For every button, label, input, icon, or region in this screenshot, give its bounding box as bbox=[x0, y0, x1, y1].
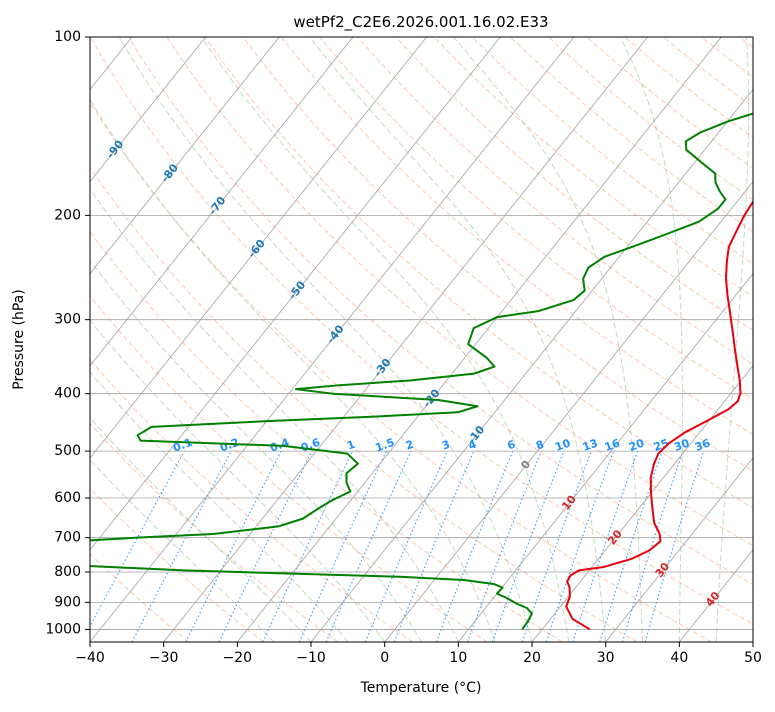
mixing-ratio-line bbox=[325, 450, 412, 642]
dry-adiabat-line bbox=[242, 37, 753, 472]
isotherm-line bbox=[163, 37, 648, 642]
mixing-ratio-label: 8 bbox=[534, 438, 546, 453]
mixing-ratio-label: 1 bbox=[345, 438, 357, 453]
mixing-ratio-line bbox=[545, 450, 614, 642]
mixing-ratio-line bbox=[435, 450, 514, 642]
x-tick-label: −40 bbox=[75, 650, 105, 666]
y-tick-label: 700 bbox=[54, 530, 81, 546]
moist-adiabat-line bbox=[90, 459, 275, 642]
mixing-ratio-label: 20 bbox=[627, 436, 646, 454]
moist-adiabat-line bbox=[90, 98, 496, 642]
temperature-line bbox=[565, 200, 753, 631]
dewpoint-line bbox=[90, 112, 753, 631]
mixing-ratio-label: 25 bbox=[652, 436, 671, 453]
y-axis-label: Pressure (hPa) bbox=[11, 289, 27, 389]
x-tick-label: 20 bbox=[523, 650, 541, 666]
y-tick-label: 300 bbox=[54, 312, 81, 328]
mixing-ratio-label: 6 bbox=[506, 438, 518, 453]
mixing-ratio-label: 1.5 bbox=[374, 436, 397, 455]
dry-adiabat-line bbox=[90, 358, 414, 642]
dry-adiabat-line bbox=[90, 422, 339, 642]
mixing-ratio-line bbox=[90, 450, 185, 628]
isotherm-line bbox=[90, 37, 280, 275]
dry-adiabat-line bbox=[90, 37, 753, 625]
isotherm-line bbox=[605, 457, 753, 642]
y-tick-label: 800 bbox=[54, 564, 81, 580]
isotherm-line bbox=[458, 273, 753, 642]
mixing-ratio-line bbox=[621, 450, 684, 642]
mixing-ratio-label: 3 bbox=[440, 438, 452, 453]
moist-adiabat-line bbox=[90, 187, 459, 642]
mixing-ratio-label: 13 bbox=[581, 436, 600, 453]
moist-adiabat-line bbox=[715, 37, 750, 642]
mixing-ratio-line bbox=[466, 450, 542, 642]
y-tick-label: 600 bbox=[54, 490, 81, 506]
y-tick-label: 100 bbox=[54, 29, 81, 45]
dry-adiabat-line bbox=[90, 553, 190, 642]
dry-adiabat-line bbox=[90, 294, 488, 642]
isotherm-line bbox=[90, 37, 501, 551]
y-axis-ticks: 100 200 300 400 500 600 700 800 900 1000 bbox=[45, 29, 90, 637]
mixing-ratio-line bbox=[491, 450, 565, 642]
mixing-ratio-line bbox=[364, 450, 448, 642]
isotherm-grid bbox=[90, 37, 753, 642]
x-tick-label: 50 bbox=[744, 650, 762, 666]
x-tick-label: 30 bbox=[597, 650, 615, 666]
isotherm-line bbox=[310, 88, 753, 642]
isotherm-line bbox=[237, 37, 722, 642]
mixing-ratio-label: 0.2 bbox=[218, 436, 241, 455]
mixing-ratio-line bbox=[599, 450, 663, 642]
x-axis-label: Temperature (°C) bbox=[360, 680, 482, 696]
plot-area: -100-90-80-70-60-50-40-30-20-10010203040… bbox=[90, 37, 753, 642]
y-tick-label: 200 bbox=[54, 207, 81, 223]
moist-adiabat-line bbox=[619, 37, 683, 642]
x-tick-label: 0 bbox=[380, 650, 389, 666]
moist-adiabat-line bbox=[90, 319, 386, 642]
plot-frame bbox=[89, 36, 754, 643]
y-tick-label: 1000 bbox=[45, 621, 81, 637]
chart-title: wetPf2_C2E6.2026.001.16.02.E33 bbox=[293, 13, 548, 32]
moist-adiabat-line bbox=[453, 37, 643, 642]
isotherm-line bbox=[90, 37, 354, 367]
y-tick-label: 900 bbox=[54, 594, 81, 610]
moist-adiabat-line bbox=[118, 37, 533, 642]
mixing-ratio-line bbox=[572, 450, 639, 642]
isotherm-line bbox=[384, 180, 753, 642]
mixing-ratio-label: 4 bbox=[467, 438, 479, 453]
dry-adiabat-line bbox=[90, 487, 264, 642]
y-tick-label: 500 bbox=[54, 443, 81, 459]
x-tick-label: −20 bbox=[223, 650, 253, 666]
moist-adiabat-line bbox=[309, 37, 607, 642]
mixing-ratio-label: 36 bbox=[693, 436, 712, 454]
moist-adiabat-line bbox=[90, 371, 349, 642]
x-axis-ticks: −40 −30 −20 −10 0 10 20 30 40 50 bbox=[75, 642, 762, 666]
dry-adiabat-line bbox=[90, 166, 638, 642]
moist-adiabats bbox=[90, 37, 750, 642]
x-tick-label: −10 bbox=[296, 650, 326, 666]
dry-adiabat-line bbox=[90, 101, 712, 642]
isotherm-line bbox=[90, 37, 575, 642]
sounding-series bbox=[90, 112, 753, 631]
mixing-ratio-label: 0.1 bbox=[171, 436, 194, 455]
dry-adiabat-line bbox=[204, 37, 753, 509]
y-tick-label: 400 bbox=[54, 386, 81, 402]
mixing-ratio-label: 2 bbox=[404, 438, 416, 453]
mixing-ratio-line bbox=[185, 450, 282, 642]
isotherm-line bbox=[90, 37, 206, 183]
isotherm-line bbox=[90, 37, 427, 459]
isotherm-line bbox=[531, 365, 753, 642]
x-tick-label: 40 bbox=[670, 650, 688, 666]
x-tick-label: 10 bbox=[449, 650, 467, 666]
dry-adiabat-line bbox=[357, 37, 753, 365]
x-tick-label: −30 bbox=[149, 650, 179, 666]
pressure-gridlines bbox=[90, 37, 753, 630]
mixing-ratio-label: 30 bbox=[672, 436, 691, 454]
mixing-ratio-label: 10 bbox=[553, 436, 572, 454]
dry-adiabat-line bbox=[280, 37, 753, 436]
mixing-ratio-label: 16 bbox=[603, 436, 622, 454]
moist-adiabat-line bbox=[90, 259, 422, 642]
